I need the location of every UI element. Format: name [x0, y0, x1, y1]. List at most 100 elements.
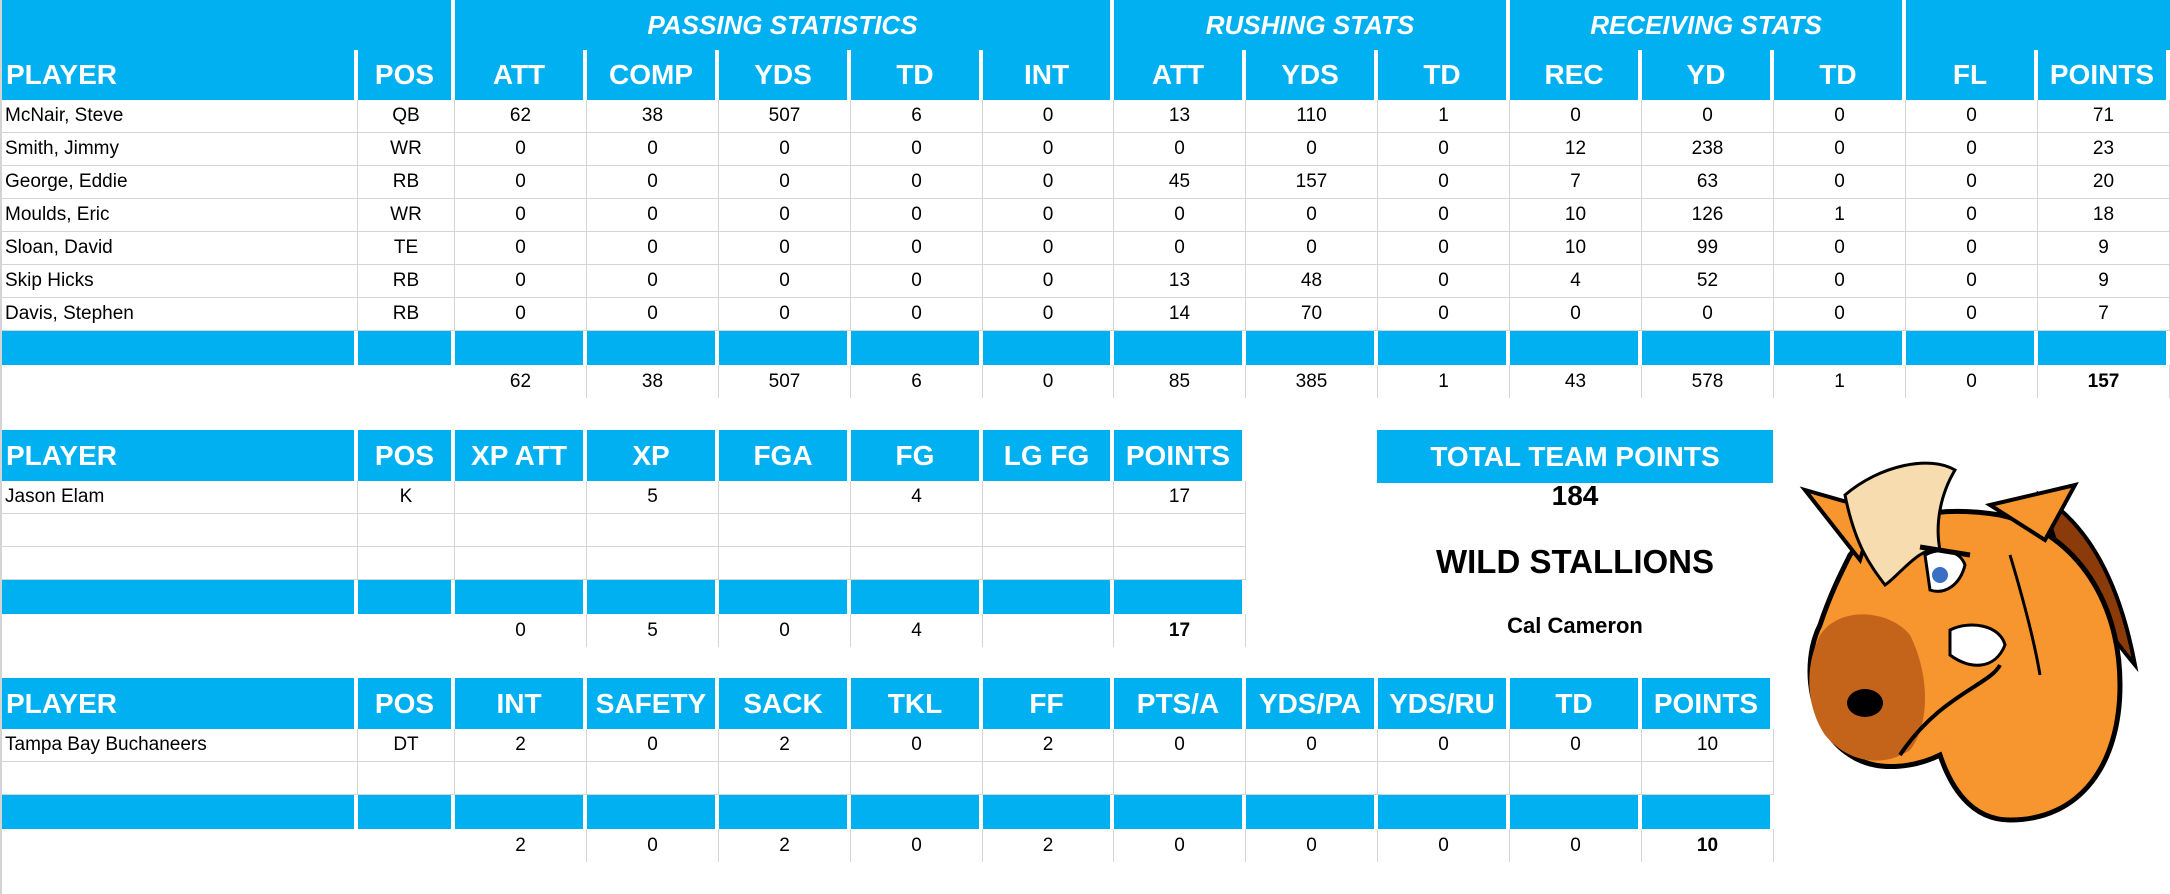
stat-cell-rec[interactable]: 0 — [1510, 298, 1642, 331]
stat-cell-pts-a[interactable]: 0 — [1114, 729, 1246, 762]
stat-cell-xp-att[interactable] — [455, 547, 587, 580]
stat-cell-att[interactable]: 13 — [1114, 265, 1246, 298]
stat-cell-att[interactable]: 0 — [455, 166, 587, 199]
stat-cell-fga[interactable] — [719, 481, 851, 514]
stat-cell-att[interactable]: 45 — [1114, 166, 1246, 199]
stat-cell-td[interactable]: 0 — [851, 232, 983, 265]
stat-cell-td[interactable]: 0 — [851, 166, 983, 199]
stat-cell-fl[interactable]: 0 — [1906, 100, 2038, 133]
player-name-cell[interactable]: Sloan, David — [2, 232, 358, 265]
stat-cell-td[interactable]: 0 — [1774, 100, 1906, 133]
stat-cell-yds[interactable]: 157 — [1246, 166, 1378, 199]
stat-cell-yds[interactable]: 0 — [1246, 199, 1378, 232]
stat-cell-comp[interactable]: 0 — [587, 166, 719, 199]
player-name-cell[interactable]: Smith, Jimmy — [2, 133, 358, 166]
stat-cell-yds[interactable]: 0 — [1246, 133, 1378, 166]
stat-cell-yds[interactable]: 0 — [719, 298, 851, 331]
stat-cell-tkl[interactable]: 0 — [851, 729, 983, 762]
stat-cell-comp[interactable]: 0 — [587, 265, 719, 298]
player-name-cell[interactable]: George, Eddie — [2, 166, 358, 199]
stat-cell-points[interactable]: 9 — [2038, 232, 2170, 265]
stat-cell-td[interactable]: 0 — [1774, 232, 1906, 265]
stat-cell-ff[interactable] — [983, 762, 1114, 795]
stat-cell-points[interactable]: 71 — [2038, 100, 2170, 133]
stat-cell-yds[interactable]: 110 — [1246, 100, 1378, 133]
stat-cell-att[interactable]: 0 — [455, 298, 587, 331]
player-name-cell[interactable]: Skip Hicks — [2, 265, 358, 298]
stat-cell-td[interactable]: 0 — [1378, 133, 1510, 166]
stat-cell-yds[interactable]: 0 — [719, 166, 851, 199]
stat-cell-points[interactable]: 20 — [2038, 166, 2170, 199]
stat-cell-yds-pa[interactable] — [1246, 762, 1378, 795]
stat-cell-fl[interactable]: 0 — [1906, 298, 2038, 331]
player-name-cell[interactable] — [2, 547, 358, 580]
stat-cell-yd[interactable]: 52 — [1642, 265, 1774, 298]
stat-cell-int[interactable]: 0 — [983, 100, 1114, 133]
stat-cell-fl[interactable]: 0 — [1906, 199, 2038, 232]
stat-cell-comp[interactable]: 0 — [587, 199, 719, 232]
stat-cell-td[interactable]: 6 — [851, 100, 983, 133]
stat-cell-td[interactable]: 0 — [851, 265, 983, 298]
stat-cell-int[interactable]: 0 — [983, 133, 1114, 166]
stat-cell-yds[interactable]: 0 — [719, 232, 851, 265]
stat-cell-td[interactable]: 0 — [1510, 729, 1642, 762]
stat-cell-td[interactable]: 0 — [851, 298, 983, 331]
stat-cell-yd[interactable]: 63 — [1642, 166, 1774, 199]
stat-cell-yd[interactable]: 238 — [1642, 133, 1774, 166]
stat-cell-yd[interactable]: 126 — [1642, 199, 1774, 232]
position-cell[interactable]: RB — [358, 265, 455, 298]
stat-cell-td[interactable] — [1510, 762, 1642, 795]
position-cell[interactable]: RB — [358, 166, 455, 199]
stat-cell-fga[interactable] — [719, 514, 851, 547]
stat-cell-td[interactable]: 1 — [1378, 100, 1510, 133]
position-cell[interactable]: WR — [358, 199, 455, 232]
stat-cell-rec[interactable]: 10 — [1510, 232, 1642, 265]
stat-cell-yds[interactable]: 48 — [1246, 265, 1378, 298]
stat-cell-int[interactable]: 0 — [983, 232, 1114, 265]
stat-cell-fl[interactable]: 0 — [1906, 166, 2038, 199]
stat-cell-comp[interactable]: 0 — [587, 232, 719, 265]
stat-cell-points[interactable]: 17 — [1114, 481, 1246, 514]
stat-cell-safety[interactable] — [587, 762, 719, 795]
position-cell[interactable] — [358, 547, 455, 580]
stat-cell-int[interactable]: 0 — [983, 298, 1114, 331]
stat-cell-fg[interactable]: 4 — [851, 481, 983, 514]
stat-cell-td[interactable]: 0 — [1774, 166, 1906, 199]
player-name-cell[interactable] — [2, 762, 358, 795]
stat-cell-rec[interactable]: 10 — [1510, 199, 1642, 232]
stat-cell-points[interactable]: 9 — [2038, 265, 2170, 298]
player-name-cell[interactable]: Davis, Stephen — [2, 298, 358, 331]
stat-cell-att[interactable]: 0 — [455, 199, 587, 232]
stat-cell-td[interactable]: 0 — [851, 199, 983, 232]
stat-cell-fl[interactable]: 0 — [1906, 232, 2038, 265]
stat-cell-points[interactable] — [1642, 762, 1774, 795]
stat-cell-att[interactable]: 0 — [1114, 232, 1246, 265]
position-cell[interactable]: DT — [358, 729, 455, 762]
stat-cell-points[interactable]: 10 — [1642, 729, 1774, 762]
stat-cell-att[interactable]: 0 — [455, 232, 587, 265]
stat-cell-xp-att[interactable] — [455, 481, 587, 514]
stat-cell-lg-fg[interactable] — [983, 481, 1114, 514]
stat-cell-yds-ru[interactable] — [1378, 762, 1510, 795]
stat-cell-td[interactable]: 0 — [1378, 199, 1510, 232]
stat-cell-sack[interactable] — [719, 762, 851, 795]
stat-cell-td[interactable]: 0 — [1378, 232, 1510, 265]
stat-cell-td[interactable]: 0 — [1774, 133, 1906, 166]
stat-cell-yds[interactable]: 0 — [719, 133, 851, 166]
stat-cell-yds[interactable]: 0 — [719, 199, 851, 232]
stat-cell-fg[interactable] — [851, 547, 983, 580]
stat-cell-xp[interactable] — [587, 514, 719, 547]
stat-cell-yds[interactable]: 0 — [1246, 232, 1378, 265]
player-name-cell[interactable] — [2, 514, 358, 547]
player-name-cell[interactable]: McNair, Steve — [2, 100, 358, 133]
stat-cell-rec[interactable]: 0 — [1510, 100, 1642, 133]
stat-cell-td[interactable]: 1 — [1774, 199, 1906, 232]
stat-cell-points[interactable]: 18 — [2038, 199, 2170, 232]
stat-cell-int[interactable]: 0 — [983, 166, 1114, 199]
stat-cell-fg[interactable] — [851, 514, 983, 547]
stat-cell-points[interactable] — [1114, 514, 1246, 547]
stat-cell-xp[interactable] — [587, 547, 719, 580]
stat-cell-yds[interactable]: 70 — [1246, 298, 1378, 331]
stat-cell-lg-fg[interactable] — [983, 514, 1114, 547]
stat-cell-att[interactable]: 0 — [1114, 199, 1246, 232]
